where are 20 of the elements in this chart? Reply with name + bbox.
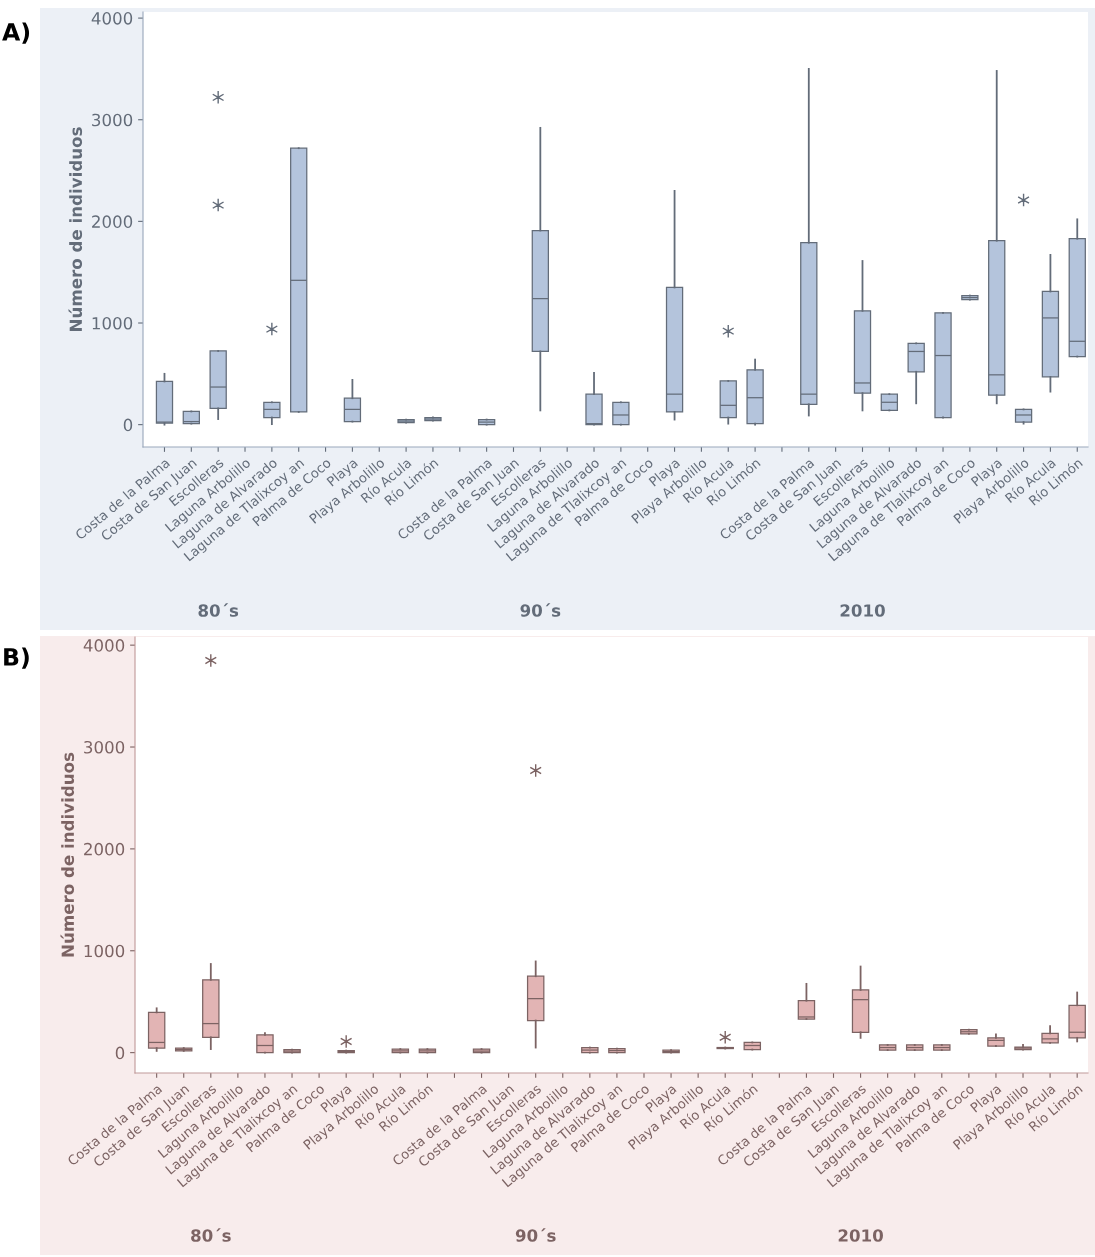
chart-title: B) — [4, 647, 29, 669]
y-tick-label: 4000 — [91, 12, 133, 25]
text: 90´s — [515, 1228, 556, 1242]
chart-title: A) — [2, 22, 30, 44]
y-tick-label: 2000 — [84, 842, 125, 856]
text: 2010 — [840, 604, 885, 617]
text: 80´s — [191, 1228, 231, 1242]
y-tick-label: 3000 — [84, 740, 125, 754]
y-tick-label: 0 — [115, 1046, 125, 1060]
y-axis-title: Número de individuos — [60, 752, 75, 957]
y-axis-title: Número de individuos — [68, 127, 83, 331]
y-tick-label: 1000 — [84, 944, 125, 958]
y-tick-label: 2000 — [92, 215, 133, 228]
y-tick-label: 1000 — [92, 316, 133, 330]
text: 2010 — [838, 1229, 883, 1242]
text: 90´s — [520, 603, 561, 617]
y-tick-label: 0 — [123, 418, 133, 432]
text: 80´s — [198, 603, 239, 617]
y-tick-label: 4000 — [83, 639, 125, 652]
y-tick-label: 3000 — [92, 113, 133, 127]
